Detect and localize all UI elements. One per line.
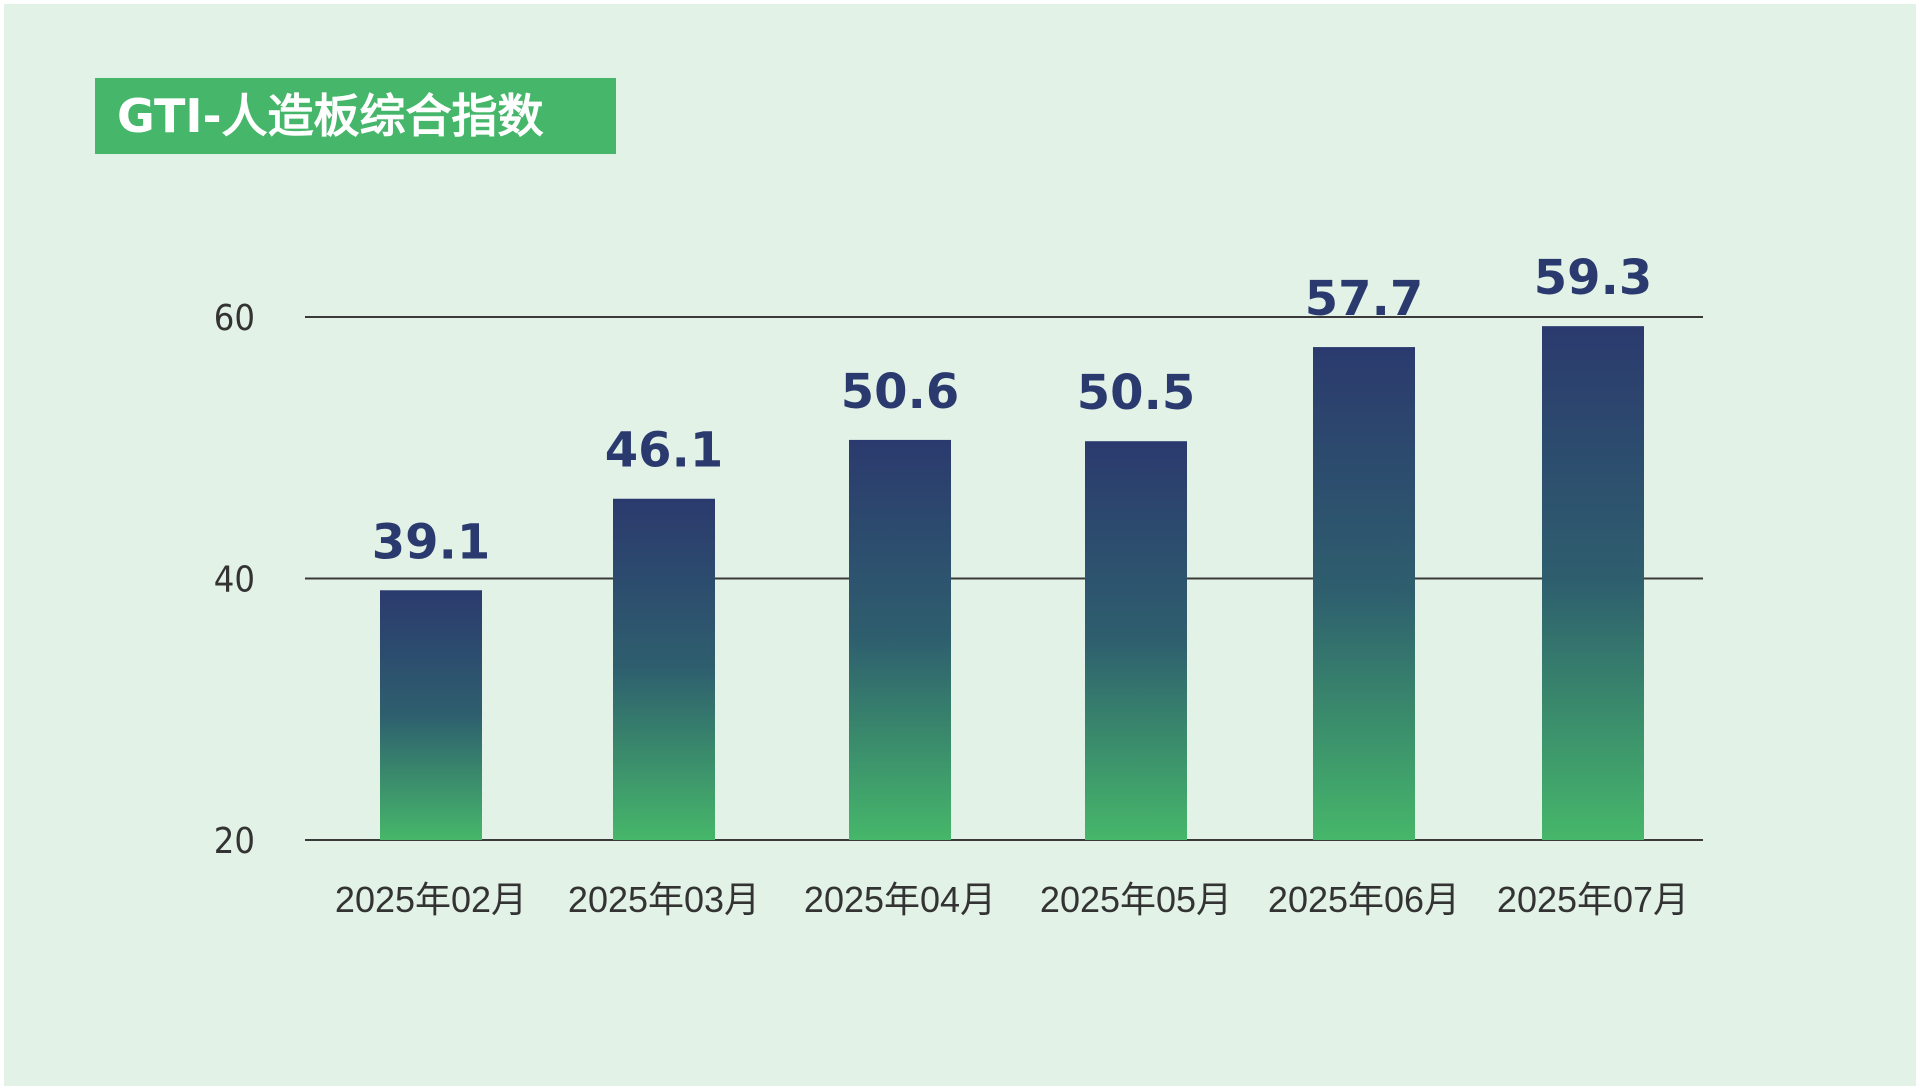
chart-title: GTI-人造板综合指数: [95, 78, 616, 154]
y-tick-label: 40: [214, 560, 255, 601]
x-tick-label: 2025年04月: [804, 879, 996, 920]
x-tick-label: 2025年03月: [568, 879, 760, 920]
data-label: 59.3: [1534, 250, 1652, 306]
data-label: 57.7: [1305, 271, 1423, 327]
data-label: 46.1: [605, 423, 723, 479]
x-tick-label: 2025年02月: [335, 879, 527, 920]
x-tick-label: 2025年05月: [1040, 879, 1232, 920]
data-label: 50.6: [841, 364, 959, 420]
y-tick-label: 20: [214, 821, 255, 862]
bar: [380, 590, 482, 840]
bar: [1313, 347, 1415, 840]
bar: [1542, 326, 1644, 841]
bar: [1085, 441, 1187, 840]
data-label: 50.5: [1077, 365, 1195, 421]
x-tick-label: 2025年06月: [1268, 879, 1460, 920]
y-tick-label: 60: [214, 298, 255, 339]
bar: [613, 498, 715, 840]
x-tick-label: 2025年07月: [1497, 879, 1689, 920]
data-label: 39.1: [372, 514, 490, 570]
bar: [849, 439, 951, 840]
